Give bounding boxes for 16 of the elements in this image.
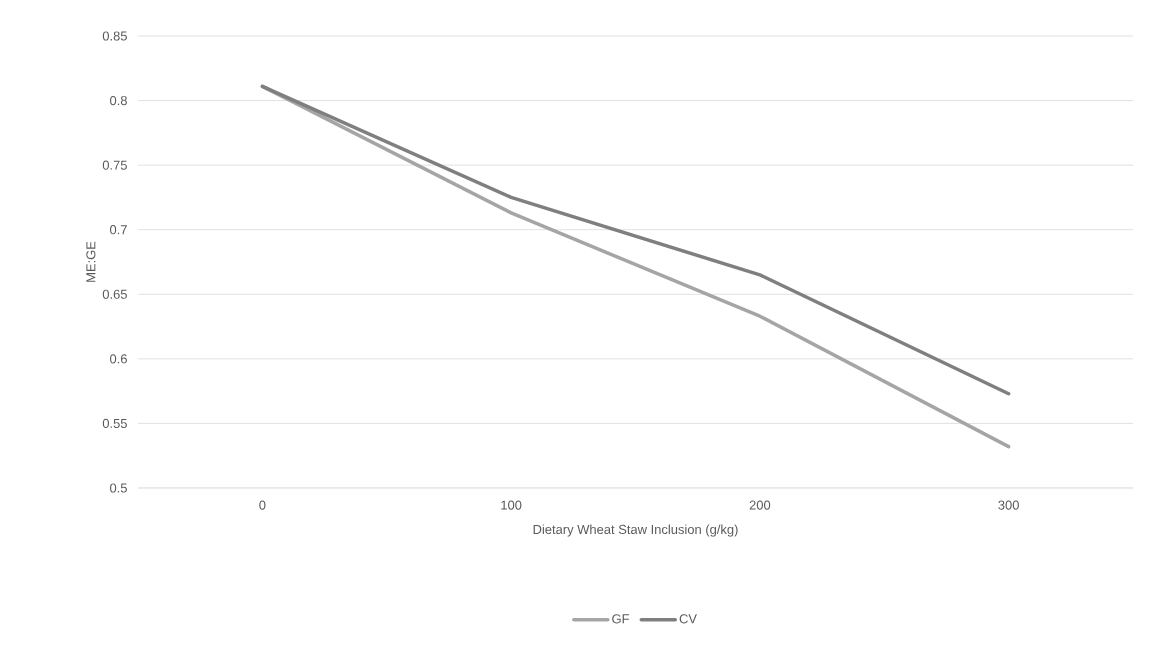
x-axis-title: Dietary Wheat Staw Inclusion (g/kg) [533,524,738,537]
x-tick-label: 200 [749,500,771,510]
legend-label: CV [679,614,697,624]
legend-label: GF [612,614,629,624]
y-axis-title: ME:GE [86,241,96,282]
x-tick-label: 300 [998,500,1019,510]
y-tick-label: 0.7 [109,225,127,235]
y-tick-label: 0.55 [102,418,127,428]
y-tick-label: 0.6 [109,354,127,364]
x-tick-label: 0 [259,500,266,510]
y-tick-label: 0.8 [109,95,127,106]
y-tick-label: 0.85 [102,31,127,41]
y-tick-label: 0.75 [102,160,127,170]
x-tick-label: 100 [501,500,522,510]
y-tick-label: 0.65 [102,289,127,299]
y-tick-label: 0.5 [109,483,127,493]
